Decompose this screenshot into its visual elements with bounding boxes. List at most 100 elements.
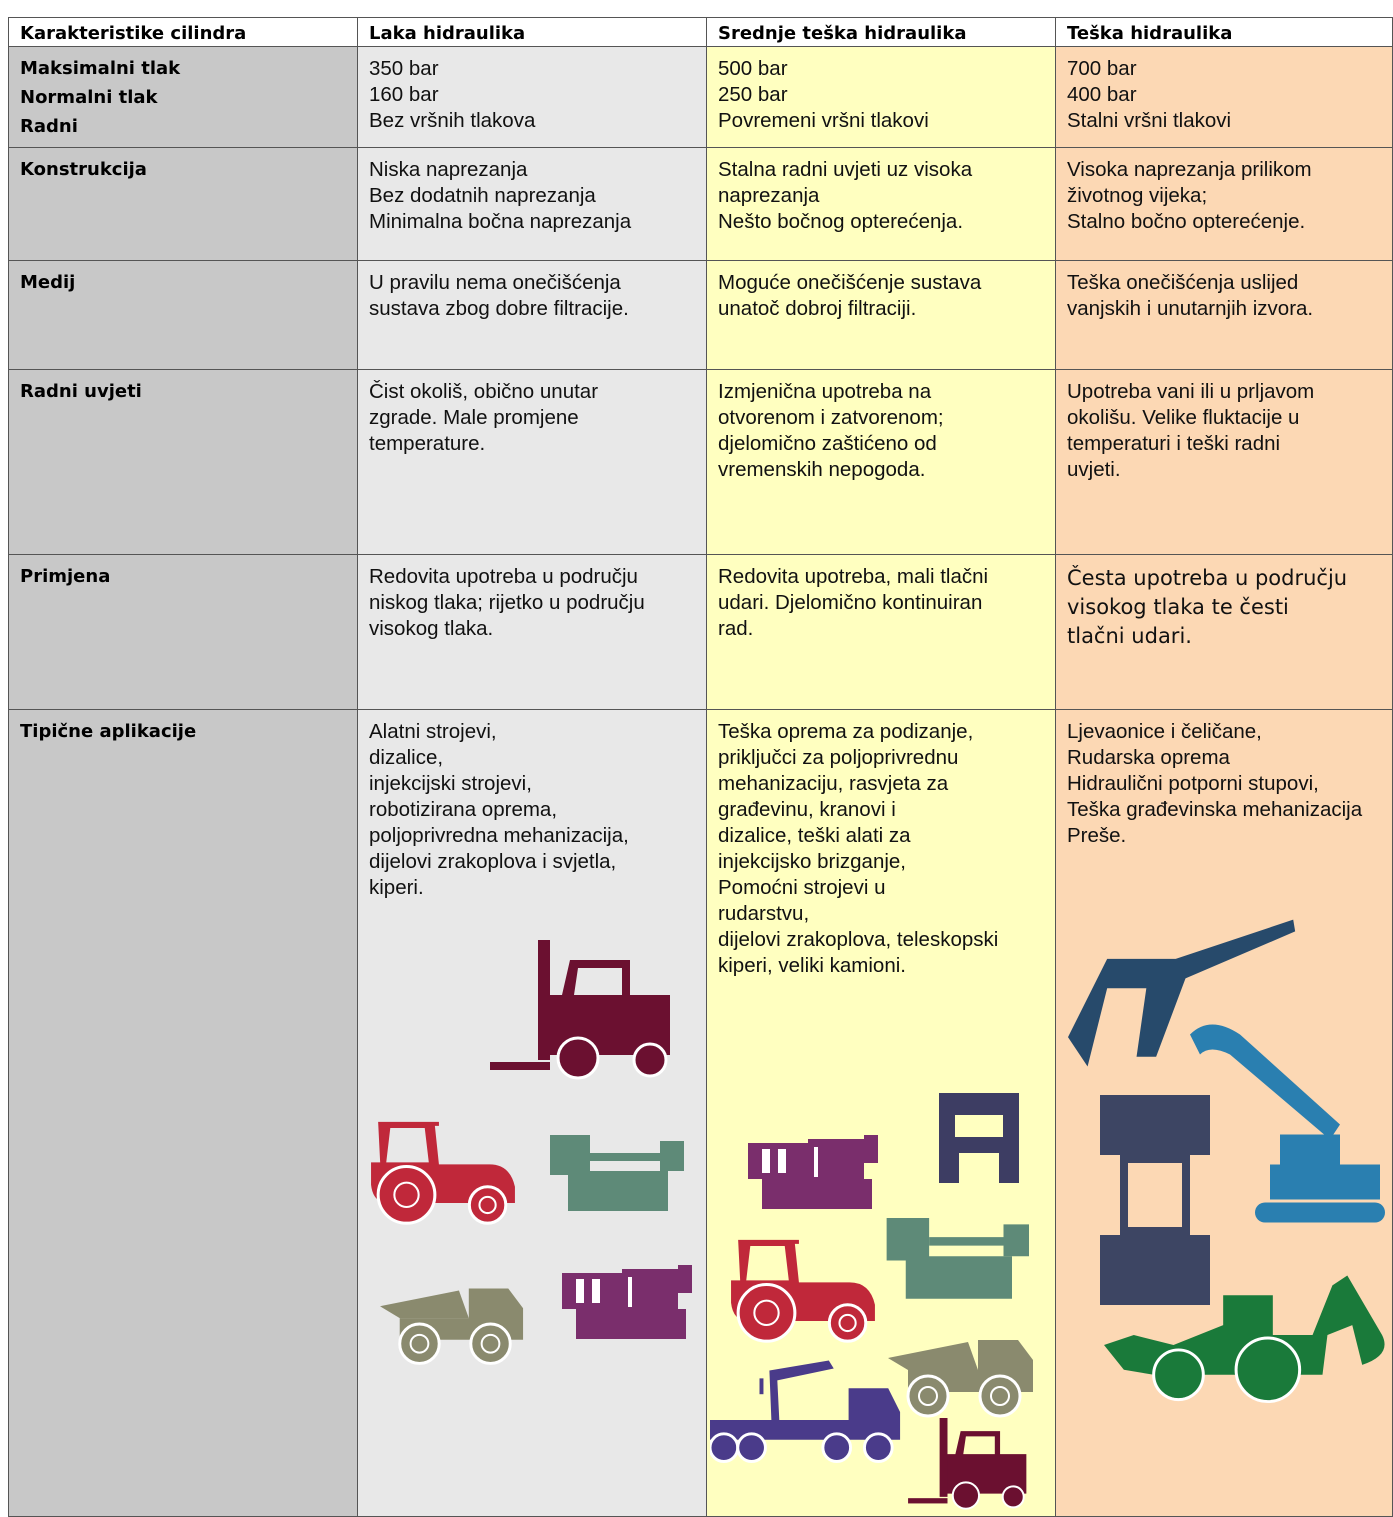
cell-text: unatoč dobroj filtraciji. [718, 296, 1044, 322]
header-text: Teška hidraulika [1067, 23, 1381, 44]
cell-text: U pravilu nema onečišćenja [369, 270, 695, 296]
cell-text: temperaturi i teški radni [1067, 431, 1381, 457]
header-cell: Karakteristike cilindra [8, 17, 358, 47]
row-label: Medij [20, 268, 346, 297]
cell-text: visokog tlaka te česti [1067, 593, 1381, 622]
cell-text: mehanizaciju, rasvjeta za [718, 771, 1044, 797]
cell-text: 500 bar [718, 56, 1044, 82]
cell-text: rudarstvu, [718, 901, 1044, 927]
header-text: Laka hidraulika [369, 23, 695, 44]
row-label-cell: Tipične aplikacije [8, 710, 358, 1517]
cell-text: Moguće onečišćenje sustava [718, 270, 1044, 296]
cell-text: Stalni vršni tlakovi [1067, 108, 1381, 134]
cell-text: vremenskih nepogoda. [718, 457, 1044, 483]
cell-text: vanjskih i unutarnjih izvora. [1067, 296, 1381, 322]
cell-text: okolišu. Velike fluktacije u [1067, 405, 1381, 431]
row-label-cell: Medij [8, 261, 358, 370]
row-label: Primjena [20, 562, 346, 591]
cell-text: Pomoćni strojevi u [718, 875, 1044, 901]
cell-text: Niska naprezanja [369, 157, 695, 183]
cell-text: naprezanja [718, 183, 1044, 209]
cell-text: Stalna radni uvjeti uz visoka [718, 157, 1044, 183]
cell-text: zgrade. Male promjene [369, 405, 695, 431]
cell-text: visokog tlaka. [369, 616, 695, 642]
row-label: Konstrukcija [20, 155, 346, 184]
cell-text: Minimalna bočna naprezanja [369, 209, 695, 235]
cell-text: Upotreba vani ili u prljavom [1067, 379, 1381, 405]
cell-text: priključci za poljoprivrednu [718, 745, 1044, 771]
row-label: Tipične aplikacije [20, 717, 346, 746]
cell-text: tlačni udari. [1067, 622, 1381, 651]
cell-text: Bez vršnih tlakova [369, 108, 695, 134]
row-label-cell: Konstrukcija [8, 148, 358, 261]
cell-text: Povremeni vršni tlakovi [718, 108, 1044, 134]
cell-text: otvorenom i zatvorenom; [718, 405, 1044, 431]
cell-text: Hidraulični potporni stupovi, [1067, 771, 1381, 797]
cell-text: robotizirana oprema, [369, 797, 695, 823]
cell-text: Izmjenična upotreba na [718, 379, 1044, 405]
header-cell: Srednje teška hidraulika [707, 17, 1056, 47]
cell-text: dijelovi zrakoplova i svjetla, [369, 849, 695, 875]
cell-text: Rudarska oprema [1067, 745, 1381, 771]
header-text: Srednje teška hidraulika [718, 23, 1044, 44]
cell-text: Česta upotreba u području [1067, 564, 1381, 593]
table-cell: Alatni strojevi,dizalice,injekcijski str… [358, 710, 707, 1517]
cell-text: poljoprivredna mehanizacija, [369, 823, 695, 849]
cell-text: dijelovi zrakoplova, teleskopski [718, 927, 1044, 953]
table-cell: Teška oprema za podizanje,priključci za … [707, 710, 1056, 1517]
cell-text: injekcijski strojevi, [369, 771, 695, 797]
row-label-cell: Primjena [8, 555, 358, 710]
cell-text: Teška onečišćenja uslijed [1067, 270, 1381, 296]
cell-text: Redovita upotreba, mali tlačni [718, 564, 1044, 590]
row-label: Radni uvjeti [20, 377, 346, 406]
cell-text: kiperi. [369, 875, 695, 901]
cell-text: 250 bar [718, 82, 1044, 108]
cell-text: rad. [718, 616, 1044, 642]
cell-text: Teška oprema za podizanje, [718, 719, 1044, 745]
cell-text: građevinu, kranovi i [718, 797, 1044, 823]
cell-text: udari. Djelomično kontinuiran [718, 590, 1044, 616]
header-text: Karakteristike cilindra [20, 23, 346, 44]
cell-text: Bez dodatnih naprezanja [369, 183, 695, 209]
header-cell: Teška hidraulika [1056, 17, 1393, 47]
cell-text: djelomično zaštićeno od [718, 431, 1044, 457]
cell-text: 700 bar [1067, 56, 1381, 82]
cell-text: 350 bar [369, 56, 695, 82]
cell-text: Čist okoliš, obično unutar [369, 379, 695, 405]
cell-text: injekcijsko brizganje, [718, 849, 1044, 875]
cell-text: Stalno bočno opterećenje. [1067, 209, 1381, 235]
header-cell: Laka hidraulika [358, 17, 707, 47]
cell-text: niskog tlaka; rijetko u području [369, 590, 695, 616]
row-label: Radni [20, 112, 346, 141]
cell-text: Alatni strojevi, [369, 719, 695, 745]
cell-text: Visoka naprezanja prilikom [1067, 157, 1381, 183]
cell-text: Preše. [1067, 823, 1381, 849]
row-label: Maksimalni tlak [20, 54, 346, 83]
cell-text: Redovita upotreba u području [369, 564, 695, 590]
cell-text: temperature. [369, 431, 695, 457]
cell-text: Ljevaonice i čeličane, [1067, 719, 1381, 745]
cell-text: 160 bar [369, 82, 695, 108]
cell-text: životnog vijeka; [1067, 183, 1381, 209]
cell-text: dizalice, teški alati za [718, 823, 1044, 849]
cell-text: sustava zbog dobre filtracije. [369, 296, 695, 322]
cell-text: dizalice, [369, 745, 695, 771]
row-label: Normalni tlak [20, 83, 346, 112]
